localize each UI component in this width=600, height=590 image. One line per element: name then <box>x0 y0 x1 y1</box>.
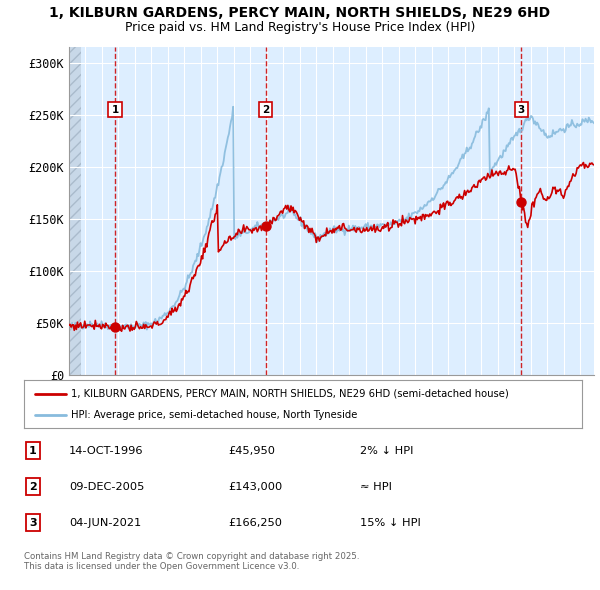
Text: 1, KILBURN GARDENS, PERCY MAIN, NORTH SHIELDS, NE29 6HD (semi-detached house): 1, KILBURN GARDENS, PERCY MAIN, NORTH SH… <box>71 388 509 398</box>
Text: 1: 1 <box>112 104 119 114</box>
Text: 09-DEC-2005: 09-DEC-2005 <box>69 482 145 491</box>
Text: Price paid vs. HM Land Registry's House Price Index (HPI): Price paid vs. HM Land Registry's House … <box>125 21 475 34</box>
Text: £143,000: £143,000 <box>228 482 282 491</box>
Bar <box>69 47 82 375</box>
Text: 1: 1 <box>29 446 37 455</box>
Text: Contains HM Land Registry data © Crown copyright and database right 2025.
This d: Contains HM Land Registry data © Crown c… <box>24 552 359 571</box>
Text: 04-JUN-2021: 04-JUN-2021 <box>69 518 141 527</box>
Text: 3: 3 <box>29 518 37 527</box>
Text: 2% ↓ HPI: 2% ↓ HPI <box>360 446 413 455</box>
Text: 3: 3 <box>518 104 525 114</box>
Text: HPI: Average price, semi-detached house, North Tyneside: HPI: Average price, semi-detached house,… <box>71 410 358 420</box>
Text: 2: 2 <box>262 104 269 114</box>
Text: £45,950: £45,950 <box>228 446 275 455</box>
Text: 14-OCT-1996: 14-OCT-1996 <box>69 446 143 455</box>
Text: ≈ HPI: ≈ HPI <box>360 482 392 491</box>
Text: 1, KILBURN GARDENS, PERCY MAIN, NORTH SHIELDS, NE29 6HD: 1, KILBURN GARDENS, PERCY MAIN, NORTH SH… <box>49 6 551 20</box>
Text: £166,250: £166,250 <box>228 518 282 527</box>
Text: 15% ↓ HPI: 15% ↓ HPI <box>360 518 421 527</box>
Text: 2: 2 <box>29 482 37 491</box>
